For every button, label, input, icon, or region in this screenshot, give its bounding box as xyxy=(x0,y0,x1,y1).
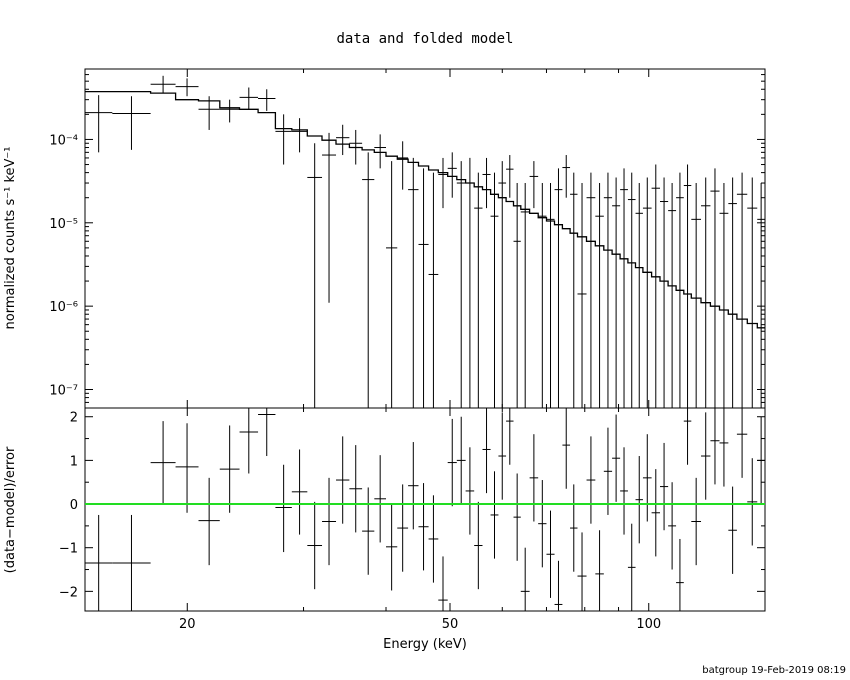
x-axis-label: Energy (keV) xyxy=(383,637,467,652)
bottom-y-axis-label: (data−model)/error xyxy=(3,446,18,573)
y-tick-label: 10⁻⁵ xyxy=(49,217,78,232)
bottom-panel: 2 1 0 −1 −2 xyxy=(59,407,766,612)
y-tick-label: 10⁻⁷ xyxy=(49,384,78,399)
top-data-points xyxy=(85,75,765,408)
x-tick-label: 100 xyxy=(636,617,661,632)
top-y-axis-label: normalized counts s⁻¹ keV⁻¹ xyxy=(3,147,18,330)
y-tick-label: 10⁻⁶ xyxy=(49,300,78,315)
chart-title: data and folded model xyxy=(336,31,513,47)
top-panel-frame xyxy=(84,68,766,409)
bottom-panel-frame xyxy=(84,407,766,612)
residual-tick-label: −1 xyxy=(59,542,78,557)
residual-tick-label: 2 xyxy=(70,411,78,426)
footer-stamp: batgroup 19-Feb-2019 08:19 xyxy=(702,665,846,676)
residual-tick-label: 0 xyxy=(70,498,78,513)
x-tick-label: 50 xyxy=(442,617,459,632)
residual-tick-label: 1 xyxy=(70,454,78,469)
residual-points xyxy=(85,408,765,611)
residual-tick-label: −2 xyxy=(59,585,78,600)
top-panel: 10⁻⁴ 10⁻⁵ 10⁻⁶ 10⁻⁷ xyxy=(49,68,766,409)
bottom-ticks: 2 1 0 −1 −2 xyxy=(59,411,765,600)
folded-model-line xyxy=(85,90,765,329)
top-ticks: 10⁻⁴ 10⁻⁵ 10⁻⁶ 10⁻⁷ xyxy=(49,68,765,409)
x-axis-ticks: 20 50 100 xyxy=(179,69,661,632)
x-tick-label: 20 xyxy=(179,617,196,632)
y-tick-label: 10⁻⁴ xyxy=(49,133,78,148)
